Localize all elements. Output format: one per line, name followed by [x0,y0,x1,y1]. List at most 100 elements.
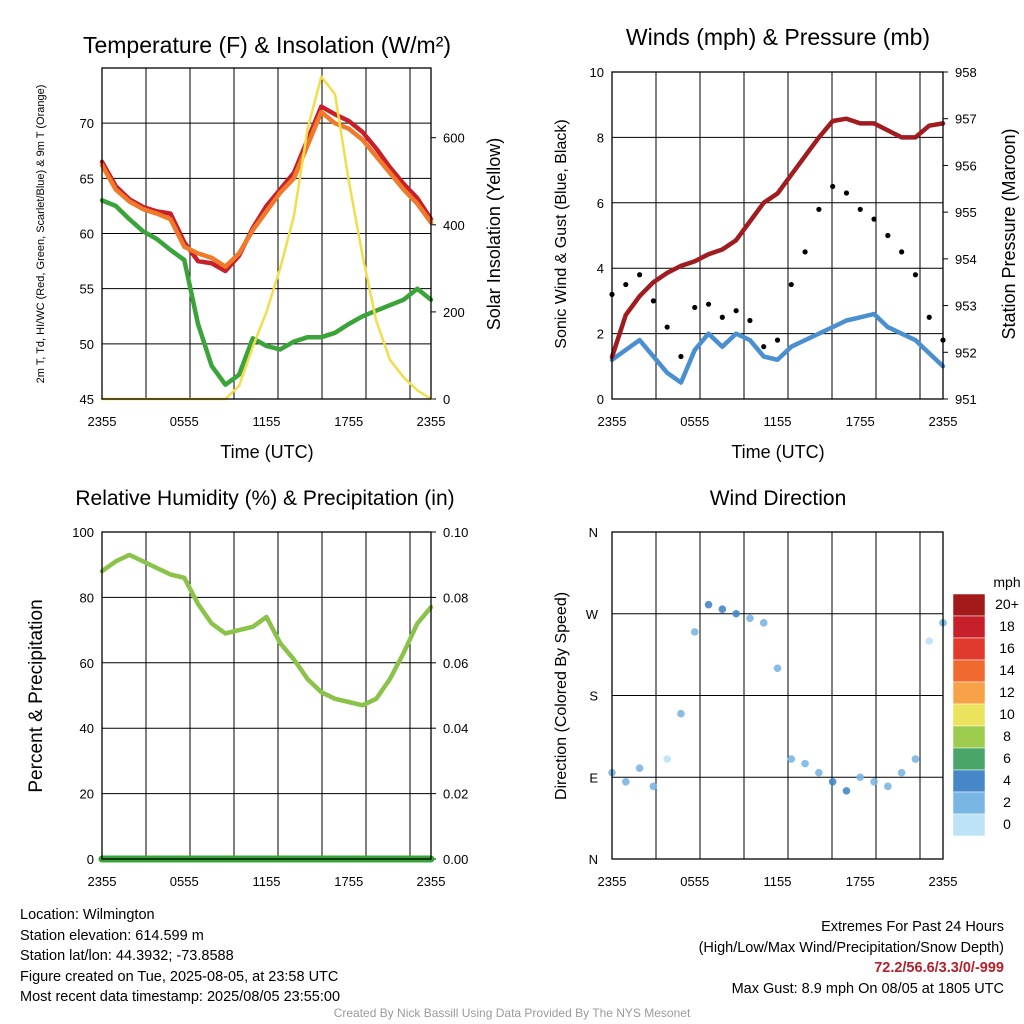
y2-tick-label: 952 [955,345,977,360]
plot-frame [101,531,432,860]
direction-point [746,614,754,623]
y-tick-label: 60 [80,227,94,242]
x-tick-label: 1755 [334,874,363,889]
extremes-subtitle: (High/Low/Max Wind/Precipitation/Snow De… [698,939,1004,956]
x-tick-label: 1755 [334,414,363,429]
series-line [99,104,434,274]
x-tick-label: 1155 [253,874,281,889]
legend-unit-label: mph [993,574,1020,590]
gust-point [802,249,808,255]
temperature-y-axis-label: 2m T, Td, HI/WC (Red, Green, Scarlet/Blu… [35,85,47,384]
gust-point [664,324,670,330]
direction-point [870,777,878,786]
direction-tick-label: N [589,525,598,540]
gust-point [650,298,656,304]
recent-timestamp: Most recent data timestamp: 2025/08/05 2… [20,989,341,1005]
y-tick-label: 8 [597,130,604,145]
y2-tick-label: 600 [443,131,465,146]
legend-label: 18 [999,618,1015,634]
x-tick-label: 2355 [929,874,958,889]
temperature-insolation-panel: Temperature (F) & Insolation (W/m²) 2m T… [35,32,504,462]
gust-point [871,216,877,222]
gust-point [816,206,822,212]
station-info: Location: Wilmington Station elevation: … [20,905,340,1008]
legend-swatch [952,659,986,683]
legend-label: 10 [999,706,1015,722]
gust-point [636,272,643,278]
plot-frame [101,67,432,400]
wind-direction-panel: Wind Direction Direction (Colored By Spe… [553,487,1021,889]
x-tick-label: 2355 [929,414,958,429]
x-tick-label: 1155 [764,414,792,429]
gust-point [899,249,905,255]
legend-swatch [952,593,986,617]
y2-tick-label: 0.10 [443,525,468,540]
direction-tick-label: E [589,770,598,785]
y-tick-label: 40 [80,721,94,736]
legend-swatch [952,615,986,639]
legend-label: 4 [1003,772,1011,788]
extremes-title: Extremes For Past 24 Hours [821,919,1004,935]
winds-x-axis-label: Time (UTC) [731,442,824,462]
direction-point [704,600,713,609]
gust-point [857,206,863,212]
figure-created: Figure created on Tue, 2025-08-05, at 23… [20,968,339,985]
direction-point [787,755,796,763]
direction-point [773,664,782,673]
y2-tick-label: 957 [955,112,977,127]
legend-swatch [952,791,986,815]
x-tick-label: 2355 [88,874,117,889]
y2-tick-label: 0.08 [443,590,468,605]
y-tick-label: 50 [80,337,94,352]
direction-point [856,773,865,782]
extremes-values: 72.2/56.6/3.3/0/-999 [874,960,1004,976]
legend-label: 16 [999,640,1015,656]
temperature-panel-title: Temperature (F) & Insolation (W/m²) [83,32,451,58]
direction-point [828,777,837,786]
x-tick-label: 2355 [88,414,117,429]
y-tick-label: 55 [80,282,94,297]
winds-panel-title: Winds (mph) & Pressure (mb) [626,24,930,50]
pressure-y-axis-label: Station Pressure (Maroon) [999,128,1019,339]
x-tick-label: 2355 [417,414,446,429]
humidity-panel-title: Relative Humidity (%) & Precipitation (i… [75,487,454,510]
wind-direction-y-axis-label: Direction (Colored By Speed) [553,592,570,800]
wind-direction-panel-title: Wind Direction [710,487,847,510]
direction-point [621,777,630,786]
x-tick-label: 0555 [680,874,709,889]
direction-point [759,619,768,627]
direction-point [649,782,658,791]
y-tick-label: 10 [590,65,604,80]
direction-point [897,768,906,777]
y-tick-label: 60 [80,656,94,671]
y-tick-label: 4 [597,261,604,276]
gust-point [733,308,739,314]
credit-line: Created By Nick Bassill Using Data Provi… [333,1006,691,1020]
direction-point [925,637,934,645]
y-tick-label: 80 [80,590,94,605]
station-location: Location: Wilmington [20,907,155,923]
x-tick-label: 1755 [846,414,875,429]
gust-point [747,317,753,324]
legend-label: 2 [1003,794,1011,810]
y2-tick-label: 400 [443,218,465,233]
direction-tick-label: W [586,607,599,622]
direction-tick-label: S [589,689,598,704]
extremes-info: Extremes For Past 24 Hours (High/Low/Max… [699,917,1004,999]
x-tick-label: 0555 [170,414,199,429]
legend-label: 0 [1003,816,1011,832]
y2-tick-label: 0.06 [443,656,468,671]
series-line [99,109,434,269]
winds-pressure-panel: Winds (mph) & Pressure (mb) Sonic Wind &… [553,24,1019,462]
gust-point [705,301,712,307]
station-latlon: Station lat/lon: 44.3932; -73.8588 [20,948,234,964]
gust-point [774,337,781,343]
gust-point [623,281,629,288]
gust-point [678,353,684,360]
max-gust: Max Gust: 8.9 mph On 08/05 at 1805 UTC [731,980,1004,997]
y2-tick-label: 200 [443,305,465,320]
legend-swatch [952,703,986,727]
direction-point [842,787,851,795]
y-tick-label: 65 [80,171,94,186]
